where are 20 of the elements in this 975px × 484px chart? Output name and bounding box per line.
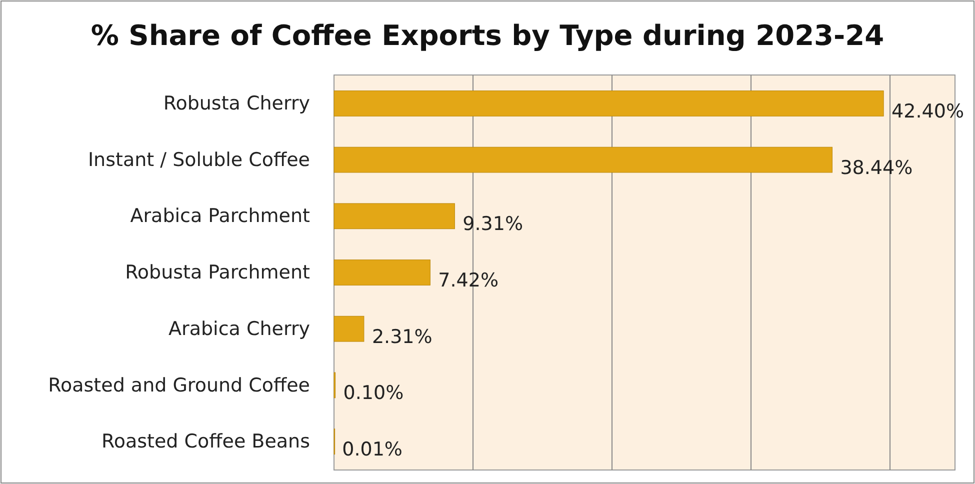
data-label: 2.31% [372, 326, 432, 348]
y-tick-label: Instant / Soluble Coffee [88, 148, 310, 171]
bar [334, 316, 364, 342]
bar [334, 260, 430, 286]
data-label: 42.40% [892, 100, 964, 122]
bar [334, 146, 832, 173]
data-label: 0.01% [342, 438, 402, 461]
y-tick-label: Roasted and Ground Coffee [48, 374, 310, 396]
data-label: 0.10% [343, 382, 404, 404]
y-tick-label: Arabica Parchment [130, 205, 310, 228]
y-tick-label: Robusta Cherry [163, 92, 310, 115]
data-label: 38.44% [840, 156, 913, 179]
data-label: 9.31% [462, 213, 524, 236]
bar [334, 90, 884, 116]
data-label: 7.42% [438, 270, 499, 292]
y-tick-label: Roasted Coffee Beans [102, 430, 310, 453]
y-tick-label: Arabica Cherry [168, 318, 310, 340]
y-tick-label: Robusta Parchment [125, 262, 310, 284]
bar [334, 203, 455, 230]
chart-title: % Share of Coffee Exports by Type during 2023-24 [90, 19, 884, 52]
